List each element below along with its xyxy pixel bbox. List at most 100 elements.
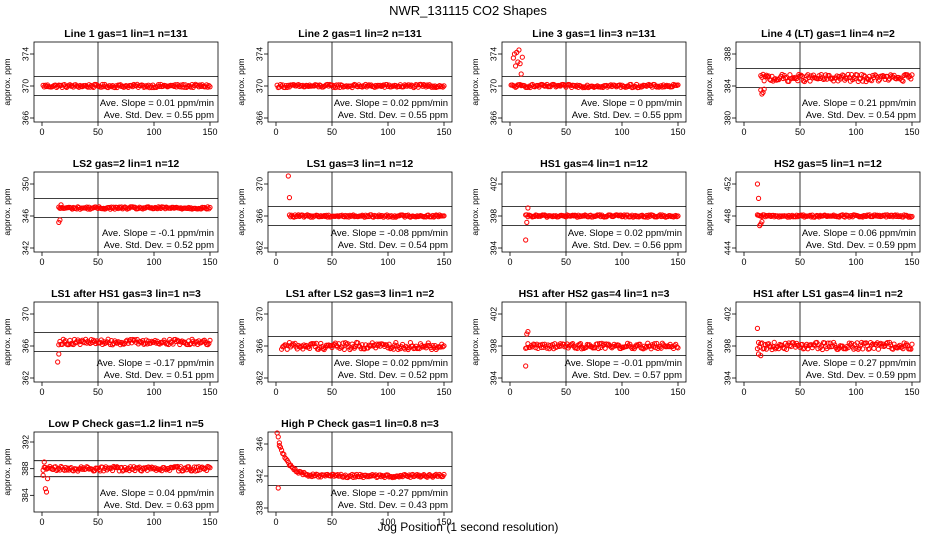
y-axis-label: approx. ppm — [2, 58, 12, 105]
data-point — [181, 84, 187, 90]
data-point — [275, 434, 281, 440]
x-tick-label: 50 — [327, 517, 337, 527]
data-point — [674, 344, 680, 350]
data-point — [518, 71, 524, 77]
x-tick-label: 0 — [273, 387, 278, 397]
y-tick-label: 402 — [488, 177, 498, 191]
x-tick-label: 0 — [741, 127, 746, 137]
ave-std-dev-label: Ave. Std. Dev. = 0.55 ppm — [338, 110, 448, 121]
data-point — [439, 83, 445, 89]
x-tick-label: 150 — [436, 387, 451, 397]
panels-grid: Line 1 gas=1 lin=1 n=131 approx. ppm 366 37… — [2, 28, 921, 527]
panel-title: HS1 after LS1 gas=4 lin=1 n=2 — [753, 288, 903, 300]
data-point — [441, 213, 447, 219]
data-point — [891, 341, 897, 347]
data-point — [657, 344, 663, 350]
data-point — [524, 219, 530, 225]
data-point — [754, 325, 761, 331]
data-point — [205, 342, 211, 348]
x-tick-label: 50 — [561, 387, 571, 397]
x-tick-label: 150 — [436, 517, 451, 527]
data-point — [831, 339, 837, 346]
panel-title: HS2 gas=5 lin=1 n=12 — [774, 158, 882, 170]
x-tick-label: 150 — [436, 127, 451, 137]
y-tick-label: 366 — [254, 339, 264, 353]
x-tick-label: 50 — [93, 387, 103, 397]
data-point — [152, 337, 158, 344]
plot-frame — [735, 171, 921, 253]
x-tick-label: 50 — [795, 127, 805, 137]
plot-frame — [33, 41, 219, 123]
data-point — [834, 73, 840, 79]
data-point — [206, 82, 212, 89]
data-point — [42, 486, 48, 492]
y-tick-label: 370 — [254, 79, 264, 93]
data-point — [875, 346, 882, 352]
ave-std-dev-label: Ave. Std. Dev. = 0.51 ppm — [104, 370, 214, 381]
ave-std-dev-label: Ave. Std. Dev. = 0.43 ppm — [338, 500, 448, 511]
y-tick-label: 366 — [254, 209, 264, 223]
y-tick-label: 384 — [20, 488, 30, 502]
x-tick-label: 50 — [93, 257, 103, 267]
data-point — [45, 476, 51, 482]
data-point — [769, 346, 775, 353]
data-point — [441, 343, 447, 349]
data-point — [895, 344, 902, 350]
panel-5: LS2 gas=2 lin=1 n=12 approx. ppm 342 346 350… — [2, 158, 219, 267]
data-point — [77, 341, 83, 347]
data-point — [658, 345, 664, 351]
panel-title: LS1 after LS2 gas=3 lin=1 n=2 — [286, 288, 435, 300]
data-point — [767, 212, 773, 218]
data-point — [899, 77, 905, 83]
data-point — [909, 213, 915, 220]
data-point — [55, 359, 61, 365]
data-point — [317, 214, 323, 220]
ave-std-dev-label: Ave. Std. Dev. = 0.56 ppm — [572, 240, 682, 251]
data-point — [277, 444, 284, 450]
y-axis-label: approx. ppm — [236, 58, 246, 105]
ave-std-dev-label: Ave. Std. Dev. = 0.59 ppm — [806, 370, 916, 381]
data-point — [826, 72, 832, 79]
panel-10: LS1 after LS2 gas=3 lin=1 n=2 approx. ppm… — [236, 288, 453, 397]
ave-std-dev-label: Ave. Std. Dev. = 0.63 ppm — [104, 500, 214, 511]
data-point — [151, 205, 157, 212]
data-point — [279, 447, 285, 453]
y-tick-label: 370 — [20, 79, 30, 93]
panel-1: Line 1 gas=1 lin=1 n=131 approx. ppm 366 37… — [2, 28, 219, 137]
ave-slope-label: Ave. Slope = 0.04 ppm/min — [100, 488, 214, 499]
data-point — [425, 340, 431, 346]
y-axis-label: approx. ppm — [236, 448, 246, 495]
data-point — [875, 78, 882, 84]
ave-slope-label: Ave. Slope = -0.1 ppm/min — [102, 228, 214, 239]
data-point — [517, 81, 523, 88]
panel-title: LS1 after HS1 gas=3 lin=1 n=3 — [51, 288, 201, 300]
ave-slope-label: Ave. Slope = 0.02 ppm/min — [334, 358, 448, 369]
data-point — [318, 340, 324, 347]
y-tick-label: 370 — [254, 307, 264, 321]
x-tick-label: 50 — [327, 387, 337, 397]
panel-7: HS1 gas=4 lin=1 n=12 approx. ppm 394 398 402… — [470, 158, 687, 267]
data-point — [577, 341, 584, 347]
y-axis-label: approx. ppm — [704, 188, 714, 235]
plot-frame — [501, 41, 687, 123]
y-tick-label: 346 — [20, 209, 30, 223]
x-tick-label: 0 — [507, 387, 512, 397]
data-point — [523, 237, 529, 243]
data-point — [56, 351, 62, 357]
y-tick-label: 394 — [722, 371, 732, 385]
ave-std-dev-label: Ave. Std. Dev. = 0.52 ppm — [104, 240, 214, 251]
data-point — [124, 337, 130, 343]
data-point — [758, 353, 764, 359]
plot-frame — [33, 171, 219, 253]
x-tick-label: 0 — [741, 257, 746, 267]
data-point — [336, 82, 342, 88]
data-point — [368, 342, 374, 348]
data-point — [673, 341, 679, 347]
data-point — [628, 213, 634, 220]
data-point — [440, 84, 446, 90]
y-tick-label: 366 — [488, 111, 498, 125]
data-point — [675, 82, 681, 88]
data-point — [162, 466, 168, 472]
data-point — [347, 212, 353, 218]
plot-frame — [501, 301, 687, 383]
